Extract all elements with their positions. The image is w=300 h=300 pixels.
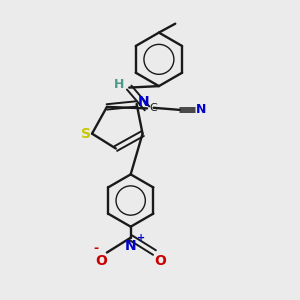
Text: N: N [196,103,206,116]
Text: N: N [125,239,136,253]
Text: O: O [154,254,166,268]
Text: N: N [137,95,149,110]
Text: C: C [149,103,157,113]
Text: -: - [93,242,98,256]
Text: O: O [96,254,107,268]
Text: H: H [114,77,124,91]
Text: S: S [81,127,91,141]
Text: +: + [136,233,145,243]
